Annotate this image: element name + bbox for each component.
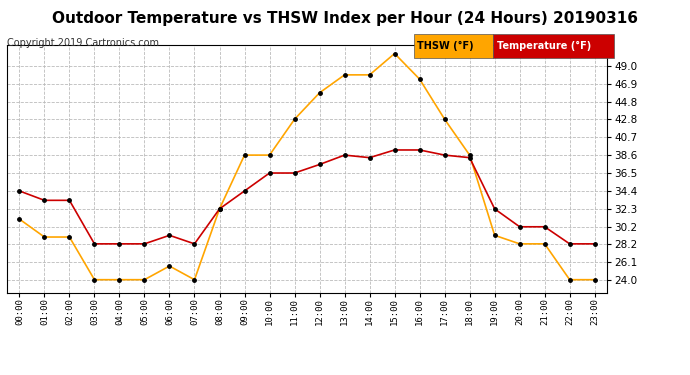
Text: Temperature (°F): Temperature (°F) (497, 41, 591, 51)
Text: Outdoor Temperature vs THSW Index per Hour (24 Hours) 20190316: Outdoor Temperature vs THSW Index per Ho… (52, 11, 638, 26)
Text: THSW (°F): THSW (°F) (417, 41, 474, 51)
Text: Copyright 2019 Cartronics.com: Copyright 2019 Cartronics.com (7, 38, 159, 48)
